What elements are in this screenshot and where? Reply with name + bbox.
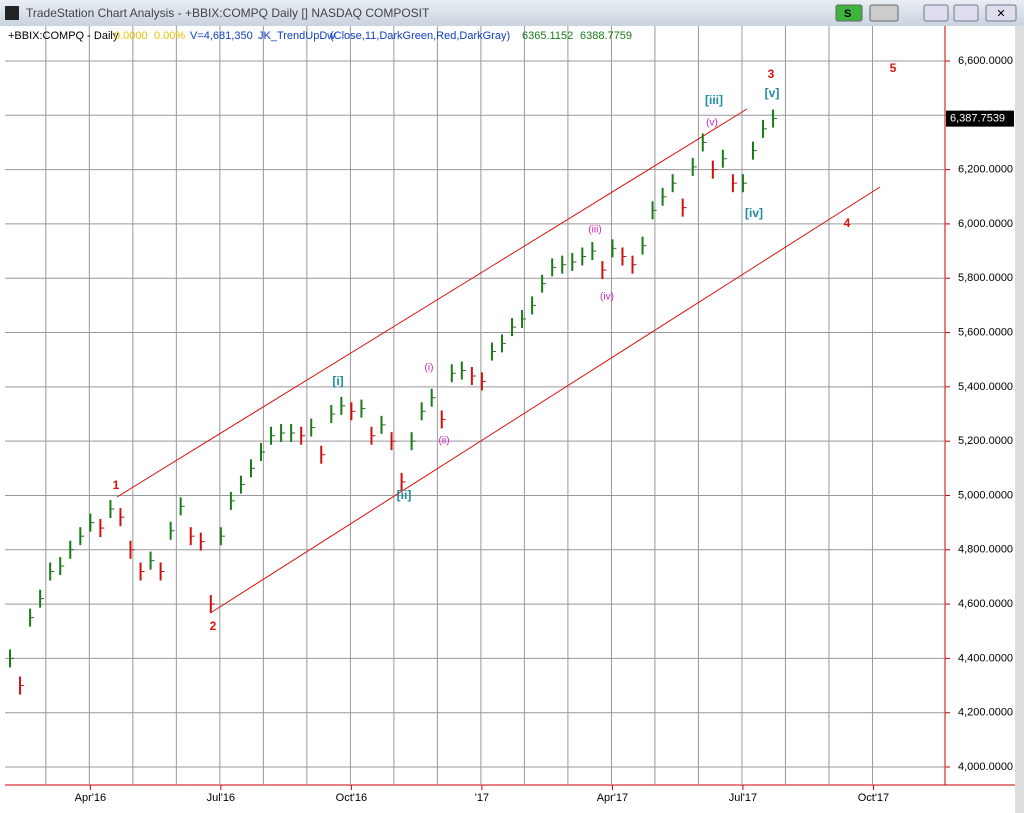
tools-button[interactable]	[869, 4, 899, 22]
value2: 6388.7759	[580, 30, 632, 42]
s-button-label[interactable]: S	[844, 8, 851, 20]
wave-label: (iii)	[588, 225, 601, 236]
maximize-button[interactable]	[953, 4, 979, 22]
price-bars	[9, 109, 778, 695]
x-tick-label: Jul'17	[729, 792, 757, 804]
last-price-label: 6,387.7539	[950, 113, 1005, 125]
x-tick-label: Jul'16	[207, 792, 235, 804]
wave-label: 2	[210, 619, 217, 633]
grid	[5, 26, 945, 785]
x-tick-label: Apr'16	[75, 792, 106, 804]
wave-label: 3	[768, 67, 775, 81]
channel-upper	[116, 108, 748, 498]
channel-lower	[211, 186, 881, 613]
wave-label: 1	[113, 478, 120, 492]
x-tick-label: Apr'17	[597, 792, 628, 804]
wave-label: [v]	[765, 86, 780, 100]
wave-label: (v)	[706, 118, 718, 129]
y-tick-label: 6,000.0000	[958, 218, 1013, 230]
window-title: TradeStation Chart Analysis - +BBIX:COMP…	[26, 6, 430, 20]
info-line: +BBIX:COMPQ - Daily 0.0000 0.00% V=4,681…	[8, 30, 632, 42]
minimize-button[interactable]	[923, 4, 949, 22]
y-tick-label: 5,400.0000	[958, 381, 1013, 393]
y-tick-label: 6,600.0000	[958, 55, 1013, 67]
y-tick-label: 5,000.0000	[958, 489, 1013, 501]
y-tick-label: 4,000.0000	[958, 761, 1013, 773]
wave-label: (ii)	[438, 436, 449, 447]
wave-label: 5	[890, 61, 897, 75]
symbol: +BBIX:COMPQ - Daily	[8, 30, 119, 42]
scrollbar[interactable]	[1015, 26, 1024, 813]
wave-label: [iv]	[745, 206, 763, 220]
x-tick-label: Oct'17	[858, 792, 889, 804]
x-tick-label: Oct'16	[336, 792, 367, 804]
close-button[interactable]	[985, 4, 1017, 22]
s-button[interactable]	[835, 4, 863, 22]
indicator: JK_TrendUpDw	[258, 30, 335, 42]
y-tick-label: 5,800.0000	[958, 272, 1013, 284]
y-tick-label: 4,600.0000	[958, 598, 1013, 610]
wave-label: (i)	[425, 363, 434, 374]
close-x: ✕	[996, 8, 1005, 20]
app-icon	[5, 6, 19, 20]
last-price-tag	[946, 110, 1014, 127]
wave-label: [i]	[332, 374, 343, 388]
y-tick-label: 6,200.0000	[958, 164, 1013, 176]
chart-area	[0, 26, 1015, 813]
wave-label: [iii]	[705, 93, 723, 107]
y-tick-label: 5,200.0000	[958, 435, 1013, 447]
value1: 6365.1152	[522, 30, 573, 42]
change: 0.0000	[114, 30, 148, 42]
y-tick-label: 4,400.0000	[958, 652, 1013, 664]
volume: V=4,681,350	[190, 30, 253, 42]
y-tick-label: 5,600.0000	[958, 326, 1013, 338]
y-tick-label: 4,200.0000	[958, 707, 1013, 719]
indicator-params: (Close,11,DarkGreen,Red,DarkGray)	[330, 30, 510, 42]
x-tick-label: '17	[475, 792, 489, 804]
change-pct: 0.00%	[154, 30, 185, 42]
y-tick-label: 4,800.0000	[958, 544, 1013, 556]
wave-label: (iv)	[600, 292, 614, 303]
wave-label: 4	[844, 216, 851, 230]
wave-label: [ii]	[397, 488, 412, 502]
